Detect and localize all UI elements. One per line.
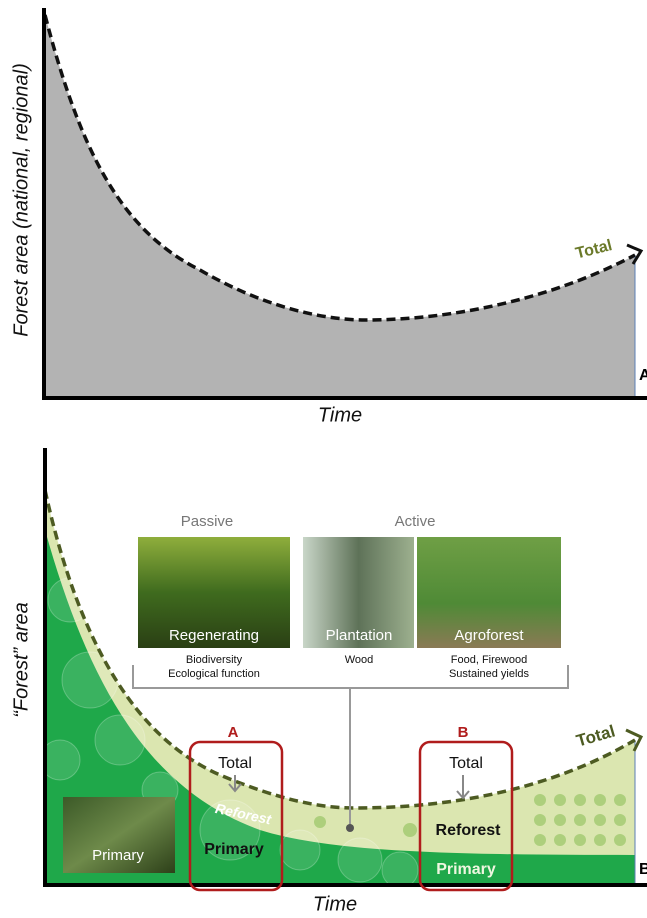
primary-area — [45, 530, 635, 885]
caption: Biodiversity — [186, 654, 243, 666]
total-area — [45, 15, 635, 398]
panel-letter: A — [639, 367, 647, 384]
highlight-box — [188, 740, 284, 892]
y-axis-label: “Forest” area — [10, 602, 32, 718]
curve-label: Total — [574, 237, 614, 262]
group-label: Passive — [181, 513, 234, 530]
reforest-dots — [314, 794, 626, 846]
panel-a: Forest area (national, regional) Time To… — [10, 8, 647, 426]
arrow-head — [456, 790, 470, 800]
arrow-head — [625, 728, 644, 752]
highlight-box — [418, 740, 514, 892]
curve-label: Total — [574, 721, 617, 750]
connector-dot — [346, 824, 354, 832]
group-label: Active — [395, 513, 436, 530]
panel-b: “Forest” area Time Total B Passive Activ… — [10, 448, 647, 915]
caption: Wood — [345, 654, 374, 666]
box-reforest: Reforest — [436, 822, 502, 839]
photo-label: Plantation — [326, 627, 393, 644]
box-total: Total — [449, 755, 483, 772]
arrow-head — [626, 243, 644, 265]
total-curve — [43, 14, 636, 322]
box-primary: Primary — [436, 861, 496, 878]
photo-label: Agroforest — [454, 627, 524, 644]
box-letter: B — [458, 724, 469, 741]
arrow-head — [228, 783, 242, 793]
box-total: Total — [218, 755, 252, 772]
photo — [417, 537, 561, 648]
caption: Food, Firewood — [451, 654, 527, 666]
total-area — [45, 490, 635, 885]
caption: Sustained yields — [449, 668, 530, 680]
box-letter: A — [228, 724, 239, 741]
photo — [303, 537, 414, 648]
photo — [138, 537, 290, 648]
photo-label: Primary — [92, 847, 144, 864]
photo — [63, 797, 175, 873]
photo-label: Regenerating — [169, 627, 259, 644]
x-axis-label: Time — [318, 404, 362, 426]
panel-letter: B — [639, 861, 647, 878]
box-primary: Primary — [204, 841, 264, 858]
x-axis-label: Time — [313, 893, 357, 915]
y-axis-label: Forest area (national, regional) — [10, 63, 32, 336]
caption: Ecological function — [168, 668, 260, 680]
decorative-circles — [39, 577, 419, 889]
